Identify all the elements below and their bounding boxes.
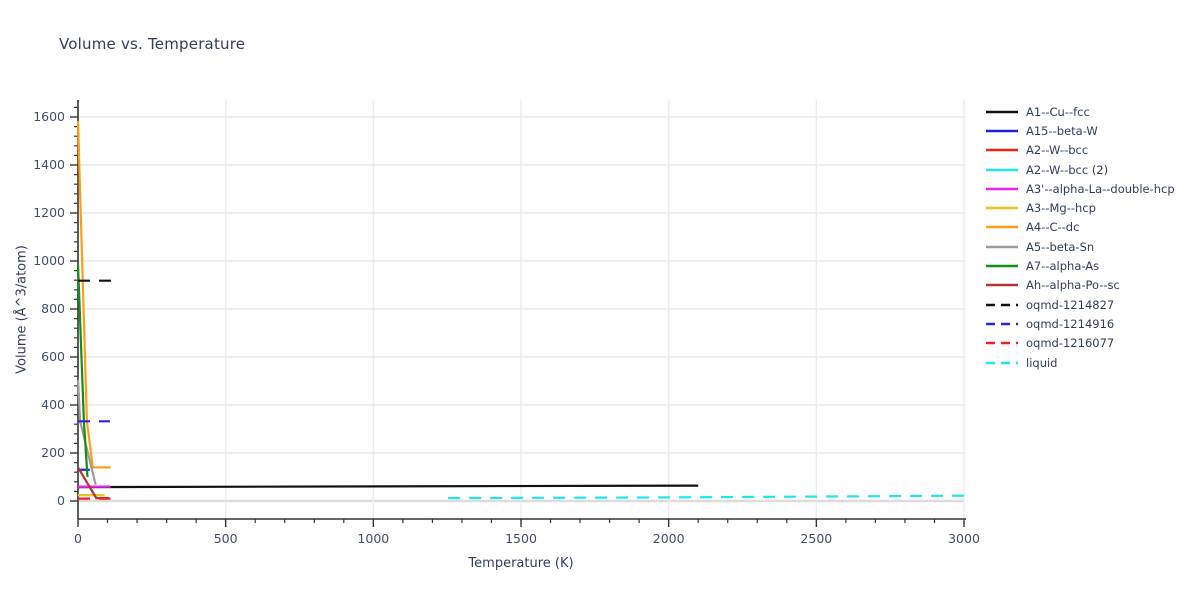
legend-item-label: A3'--alpha-La--double-hcp (1026, 181, 1175, 196)
legend-item[interactable]: A3'--alpha-La--double-hcp (986, 179, 1175, 198)
legend-item-label: Ah--alpha-Po--sc (1026, 278, 1120, 293)
legend-item[interactable]: A5--beta-Sn (986, 237, 1175, 256)
x-tick-label: 1000 (357, 531, 389, 546)
x-tick-label: 3000 (948, 531, 980, 546)
legend-item[interactable]: A1--Cu--fcc (986, 102, 1175, 121)
legend-item[interactable]: liquid (986, 353, 1175, 372)
legend-swatch-line (986, 264, 1018, 268)
legend-swatch-line (986, 322, 1018, 326)
legend-swatch-line (986, 284, 1018, 287)
series-line (77, 484, 699, 489)
legend-swatch-line (986, 303, 1018, 306)
legend-item-label: A4--C--dc (1026, 220, 1080, 235)
legend-item[interactable]: oqmd-1216077 (986, 334, 1175, 353)
legend-swatch-line (986, 361, 1018, 364)
legend-swatch-line (986, 129, 1018, 133)
y-tick-label: 1600 (33, 109, 65, 124)
legend-item[interactable]: A2--W--bcc (986, 141, 1175, 160)
legend-swatch-line (986, 245, 1018, 249)
legend-swatch-line (986, 168, 1018, 171)
legend-item-label: A2--W--bcc (1026, 143, 1089, 158)
legend-item-label: A7--alpha-As (1026, 259, 1100, 274)
y-tick-label: 1200 (33, 205, 65, 220)
legend-swatch-line (986, 206, 1018, 210)
legend-item-label: A15--beta-W (1026, 123, 1098, 138)
y-tick-label: 200 (41, 445, 65, 460)
legend-item-label: oqmd-1214916 (1026, 316, 1115, 331)
legend-item-label: liquid (1026, 355, 1058, 370)
chart-title: Volume vs. Temperature (59, 35, 246, 53)
legend-item[interactable]: Ah--alpha-Po--sc (986, 276, 1175, 295)
legend-item[interactable]: A2--W--bcc (2) (986, 160, 1175, 179)
y-tick-label: 1000 (33, 253, 65, 268)
legend-item-label: A5--beta-Sn (1026, 239, 1095, 254)
legend-item[interactable]: A3--Mg--hcp (986, 198, 1175, 217)
series-line (76, 121, 111, 469)
x-tick-label: 2000 (653, 531, 685, 546)
legend-item-label: A1--Cu--fcc (1026, 104, 1090, 119)
legend-swatch-line (986, 148, 1018, 152)
legend-item[interactable]: A15--beta-W (986, 121, 1175, 140)
legend-item-label: A3--Mg--hcp (1026, 201, 1096, 216)
legend-item-label: A2--W--bcc (2) (1026, 162, 1109, 177)
legend-item-label: oqmd-1214827 (1026, 297, 1115, 312)
legend-swatch-line (986, 110, 1018, 113)
x-tick-label: 1500 (505, 531, 537, 546)
legend-item[interactable]: A4--C--dc (986, 218, 1175, 237)
y-tick-label: 1400 (33, 157, 65, 172)
legend-swatch-line (986, 226, 1018, 229)
legend-swatch-line (986, 341, 1018, 345)
legend-item-label: oqmd-1216077 (1026, 336, 1115, 351)
series-line (448, 494, 965, 500)
y-tick-label: 600 (41, 349, 65, 364)
legend-item[interactable]: oqmd-1214916 (986, 314, 1175, 333)
x-axis-label: Temperature (K) (468, 556, 574, 571)
legend: A1--Cu--fcc A15--beta-W A2--W--bcc A2--W--b… (986, 102, 1175, 372)
legend-item[interactable]: A7--alpha-As (986, 256, 1175, 275)
x-tick-label: 0 (74, 531, 82, 546)
x-tick-label: 2500 (800, 531, 832, 546)
legend-swatch-line (986, 187, 1018, 191)
x-tick-label: 500 (214, 531, 238, 546)
y-tick-label: 400 (41, 397, 65, 412)
y-tick-label: 0 (57, 493, 65, 508)
y-tick-label: 800 (41, 301, 65, 316)
legend-item[interactable]: oqmd-1214827 (986, 295, 1175, 314)
